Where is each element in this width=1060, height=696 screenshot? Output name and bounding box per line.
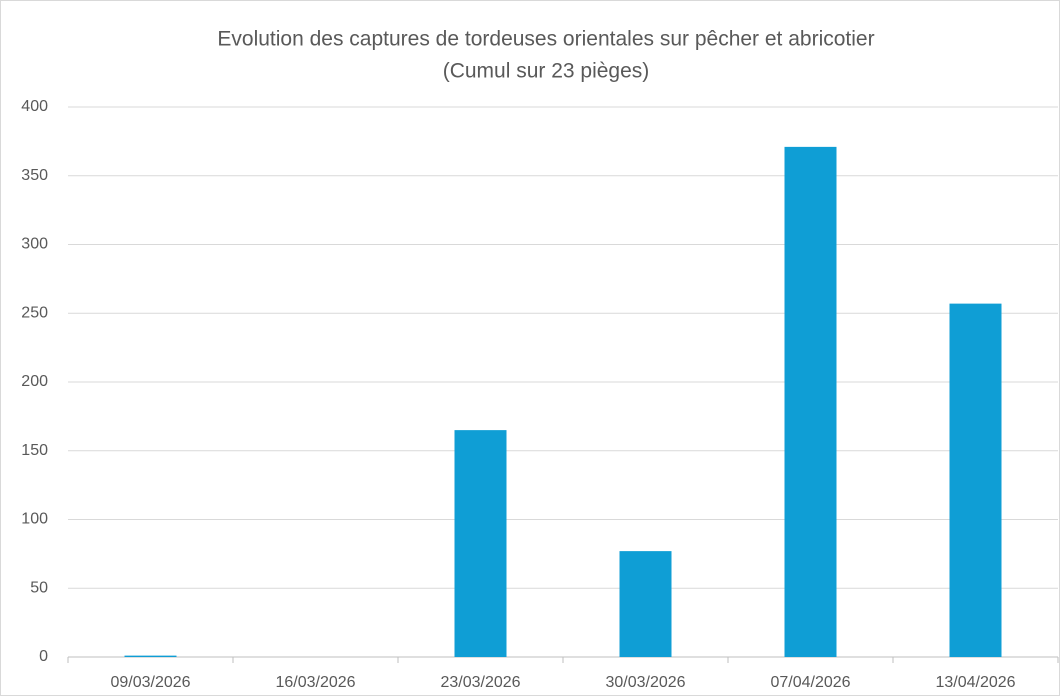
y-tick-label: 100 xyxy=(21,511,48,528)
chart-subtitle: (Cumul sur 23 pièges) xyxy=(443,60,650,83)
x-tick-label: 07/04/2026 xyxy=(770,674,850,691)
y-tick-label: 150 xyxy=(21,442,48,459)
x-tick-label: 30/03/2026 xyxy=(605,674,685,691)
y-tick-label: 50 xyxy=(30,579,48,596)
x-tick-label: 16/03/2026 xyxy=(275,674,355,691)
x-tick-label: 13/04/2026 xyxy=(935,674,1015,691)
bar xyxy=(949,303,1002,657)
x-tick-label: 09/03/2026 xyxy=(110,674,190,691)
y-tick-label: 400 xyxy=(21,98,48,115)
bar xyxy=(124,655,177,657)
y-tick-label: 300 xyxy=(21,236,48,253)
x-tick-label: 23/03/2026 xyxy=(440,674,520,691)
bar xyxy=(454,430,507,657)
bar xyxy=(784,146,837,657)
y-tick-label: 0 xyxy=(39,648,48,665)
chart-title: Evolution des captures de tordeuses orie… xyxy=(217,28,874,51)
bar xyxy=(619,551,672,657)
y-tick-label: 250 xyxy=(21,304,48,321)
y-tick-label: 350 xyxy=(21,167,48,184)
y-tick-label: 200 xyxy=(21,373,48,390)
